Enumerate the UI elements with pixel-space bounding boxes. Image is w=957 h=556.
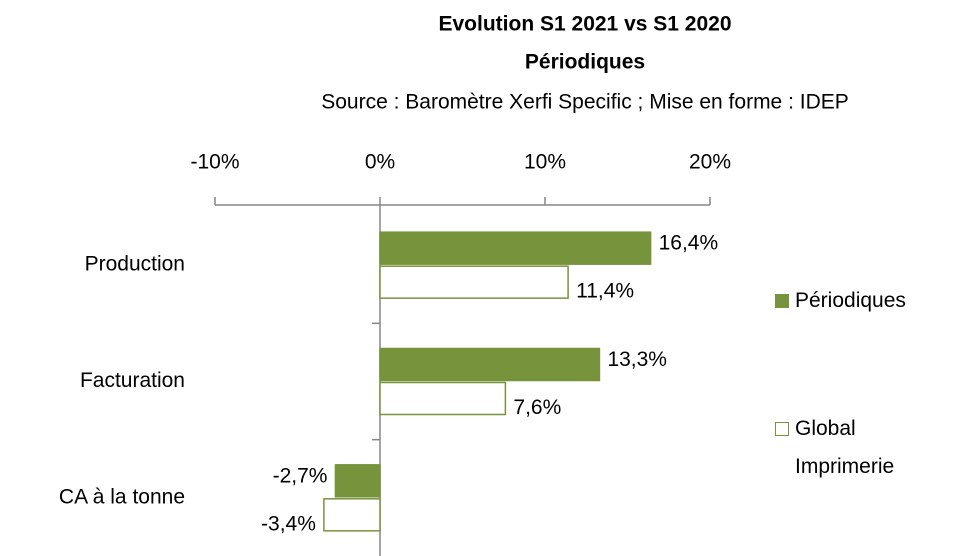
bar	[379, 265, 569, 299]
x-tick-label: -10%	[190, 151, 239, 174]
chart-title: Evolution S1 2021 vs S1 2020	[439, 13, 732, 36]
x-tick-label: 10%	[524, 151, 566, 174]
y-tick-label: Facturation	[80, 369, 185, 392]
data-label: -2,7%	[273, 464, 328, 487]
data-label: 13,3%	[607, 348, 667, 371]
data-label: 16,4%	[659, 232, 719, 255]
bar	[334, 464, 381, 498]
y-tick-label: Production	[85, 253, 185, 276]
chart-source: Source : Baromètre Xerfi Specific ; Mise…	[321, 91, 849, 114]
legend-swatch	[775, 422, 789, 436]
legend-item: Global Imprimerie	[775, 410, 950, 486]
legend-label: Global Imprimerie	[795, 417, 895, 478]
bar	[323, 498, 381, 532]
data-label: -3,4%	[261, 512, 316, 535]
data-label: 11,4%	[576, 280, 634, 303]
bar	[379, 231, 652, 265]
bar	[379, 381, 507, 416]
y-tick-label: CA à la tonne	[59, 485, 185, 508]
legend-label: Périodiques	[795, 289, 906, 312]
x-tick-label: 20%	[689, 151, 731, 174]
chart-subtitle: Périodiques	[525, 51, 645, 74]
bar	[379, 347, 601, 382]
x-tick-label: 0%	[365, 151, 395, 174]
legend-item: Périodiques	[775, 282, 950, 320]
data-label: 7,6%	[513, 396, 561, 419]
legend-swatch	[775, 294, 789, 308]
